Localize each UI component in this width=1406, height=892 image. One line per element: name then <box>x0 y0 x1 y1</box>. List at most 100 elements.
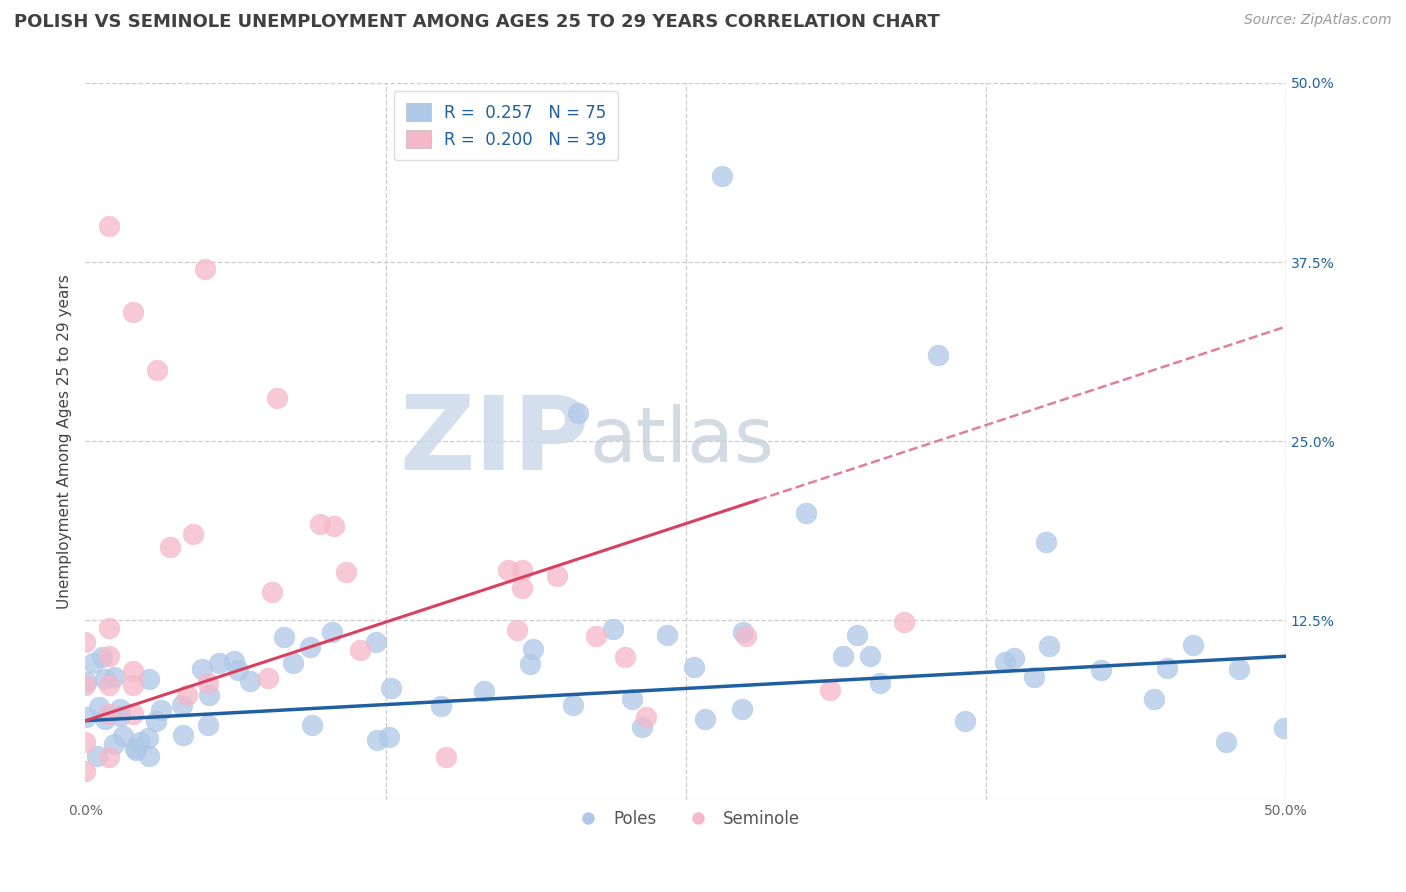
Point <box>94 673 117 687</box>
Point <box>87 700 110 714</box>
Point <box>349 642 371 657</box>
Point <box>1215 735 1237 749</box>
Point <box>103 670 125 684</box>
Point <box>818 682 841 697</box>
Point <box>693 712 716 726</box>
Point <box>94 712 117 726</box>
Point <box>496 564 519 578</box>
Point <box>522 642 544 657</box>
Point <box>869 675 891 690</box>
Point <box>181 527 204 541</box>
Point <box>138 748 160 763</box>
Point <box>145 714 167 728</box>
Point <box>257 671 280 685</box>
Point <box>122 664 145 678</box>
Text: atlas: atlas <box>589 404 775 478</box>
Point <box>546 569 568 583</box>
Point <box>366 733 388 747</box>
Point <box>273 630 295 644</box>
Text: Source: ZipAtlas.com: Source: ZipAtlas.com <box>1244 13 1392 28</box>
Point <box>260 585 283 599</box>
Point <box>226 663 249 677</box>
Point <box>519 657 541 672</box>
Point <box>505 624 527 638</box>
Point <box>1038 639 1060 653</box>
Point <box>194 262 217 277</box>
Point <box>146 362 169 376</box>
Point <box>98 678 121 692</box>
Point <box>108 702 131 716</box>
Point <box>172 728 194 742</box>
Point <box>112 729 135 743</box>
Point <box>281 656 304 670</box>
Point <box>1090 664 1112 678</box>
Point <box>831 648 853 663</box>
Point <box>1156 661 1178 675</box>
Point <box>335 565 357 579</box>
Point <box>90 650 112 665</box>
Point <box>323 518 346 533</box>
Point <box>613 650 636 665</box>
Point <box>150 703 173 717</box>
Point <box>364 635 387 649</box>
Point <box>734 629 756 643</box>
Point <box>1002 650 1025 665</box>
Y-axis label: Unemployment Among Ages 25 to 29 years: Unemployment Among Ages 25 to 29 years <box>58 274 72 608</box>
Point <box>585 629 607 643</box>
Point <box>430 699 453 714</box>
Point <box>138 672 160 686</box>
Point <box>122 706 145 721</box>
Point <box>122 678 145 692</box>
Point <box>562 698 585 713</box>
Point <box>176 688 198 702</box>
Point <box>1227 662 1250 676</box>
Point <box>631 720 654 734</box>
Point <box>75 674 97 689</box>
Point <box>108 708 131 723</box>
Text: ZIP: ZIP <box>399 391 589 491</box>
Point <box>125 743 148 757</box>
Point <box>197 717 219 731</box>
Point <box>191 662 214 676</box>
Point <box>953 714 976 728</box>
Point <box>224 655 246 669</box>
Point <box>602 622 624 636</box>
Point <box>321 625 343 640</box>
Point <box>76 710 98 724</box>
Point <box>733 624 755 639</box>
Point <box>927 348 949 362</box>
Point <box>98 649 121 664</box>
Point <box>75 764 97 778</box>
Point <box>129 735 152 749</box>
Point <box>75 678 97 692</box>
Point <box>893 615 915 629</box>
Point <box>170 698 193 712</box>
Legend: Poles, Seminole: Poles, Seminole <box>565 803 807 834</box>
Point <box>308 517 330 532</box>
Point <box>122 305 145 319</box>
Point <box>655 628 678 642</box>
Point <box>994 655 1017 669</box>
Point <box>634 710 657 724</box>
Point <box>510 563 533 577</box>
Point <box>159 540 181 554</box>
Point <box>86 748 108 763</box>
Point <box>731 702 754 716</box>
Point <box>75 635 97 649</box>
Point <box>378 730 401 744</box>
Point <box>1035 534 1057 549</box>
Point <box>683 659 706 673</box>
Point <box>103 737 125 751</box>
Point <box>1182 638 1205 652</box>
Point <box>208 657 231 671</box>
Point <box>98 621 121 635</box>
Point <box>434 749 457 764</box>
Point <box>301 717 323 731</box>
Point <box>567 406 589 420</box>
Point <box>197 676 219 690</box>
Point <box>138 731 160 746</box>
Point <box>846 628 869 642</box>
Point <box>794 506 817 520</box>
Point <box>198 688 221 702</box>
Point <box>239 673 262 688</box>
